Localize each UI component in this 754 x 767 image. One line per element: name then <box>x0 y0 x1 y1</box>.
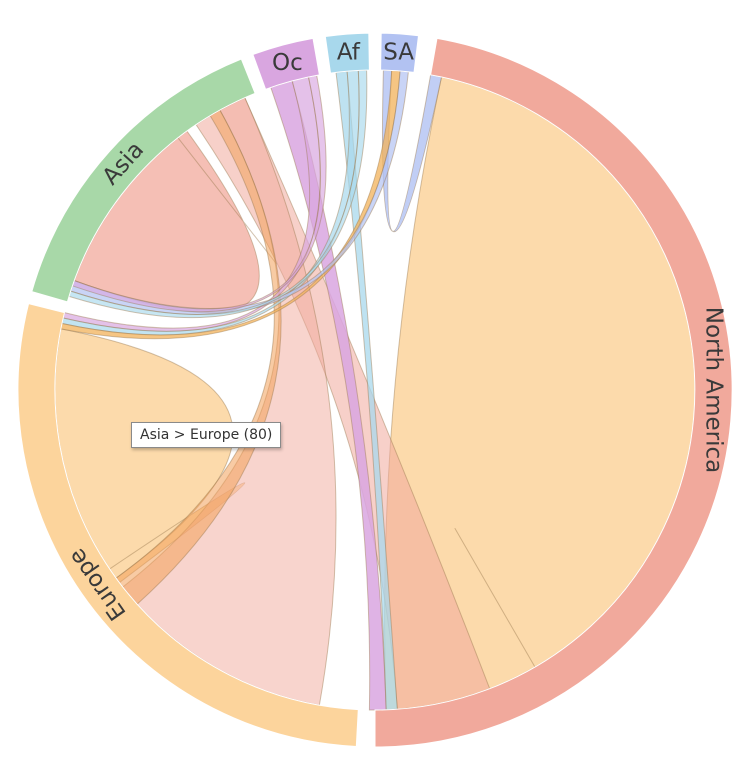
ribbons-layer <box>54 69 696 711</box>
label-af: Af <box>337 40 361 66</box>
chart-tooltip: Asia > Europe (80) <box>131 422 282 448</box>
arc-eu[interactable] <box>17 302 359 748</box>
arc-af[interactable] <box>324 32 370 74</box>
arc-oc[interactable] <box>252 37 320 90</box>
arc-sa[interactable] <box>380 32 420 73</box>
label-oc: Oc <box>272 50 303 76</box>
label-sa: SA <box>383 39 414 65</box>
arc-asia[interactable] <box>31 58 256 303</box>
label-na: North America <box>701 307 727 474</box>
arc-na[interactable] <box>374 37 733 748</box>
arcs-layer <box>17 32 733 748</box>
